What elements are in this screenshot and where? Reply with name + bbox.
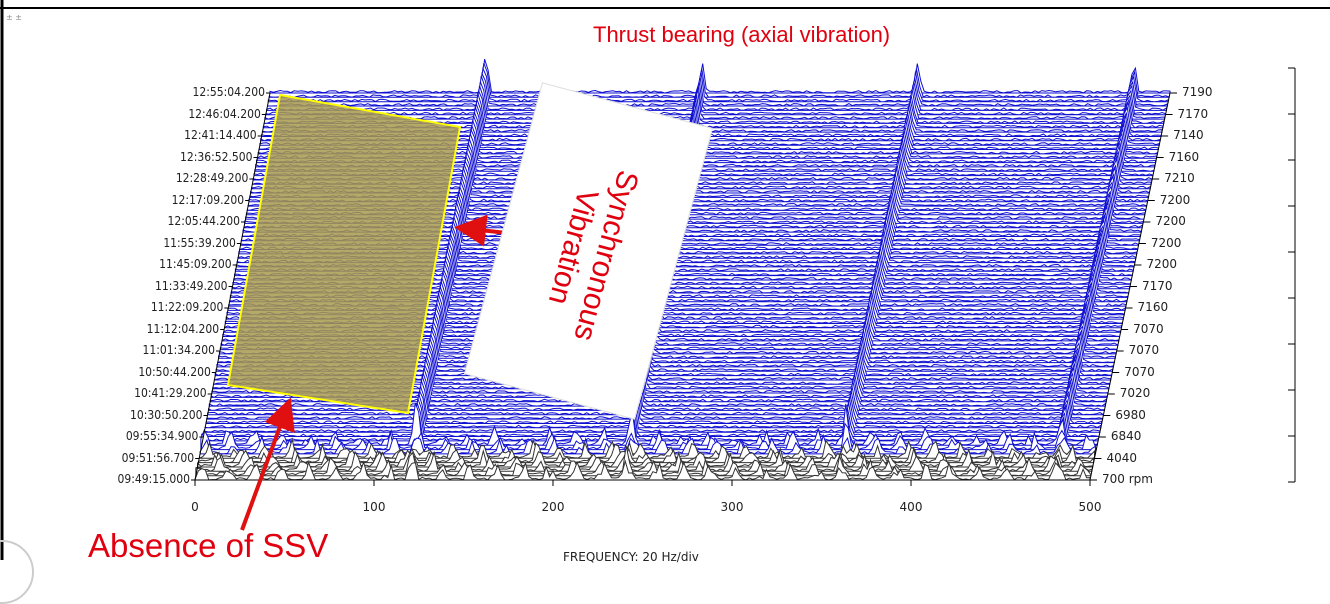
- rpm-label: 7210: [1164, 171, 1195, 185]
- timestamp-label: 11:45:09.200: [159, 257, 232, 271]
- spectrum-trace: [266, 75, 1167, 111]
- timestamp-label: 11:01:34.200: [142, 343, 215, 357]
- timestamp-label: 12:41:14.400: [184, 128, 257, 142]
- thrust-bearing-annotation: Thrust bearing (axial vibration): [593, 22, 891, 47]
- spectrum-trace: [204, 393, 1102, 429]
- spectrum-trace: [205, 389, 1103, 425]
- rpm-label: 7160: [1137, 300, 1169, 314]
- rpm-label: 7200: [1150, 235, 1182, 250]
- rpm-label: 6840: [1110, 429, 1142, 443]
- x-tick-label: 0: [191, 500, 199, 514]
- rpm-label: 7170: [1177, 106, 1209, 121]
- axes: [191, 67, 1296, 486]
- timestamp-label: 11:55:39.200: [163, 235, 236, 250]
- rpm-label: 700 rpm: [1102, 472, 1153, 486]
- rpm-label: 7200: [1155, 214, 1186, 228]
- waterfall-plot: [0, 0, 1330, 560]
- rpm-label: 7190: [1182, 85, 1213, 99]
- spectrum-trace: [269, 59, 1171, 94]
- absence-of-ssv-annotation: Absence of SSV: [88, 527, 329, 564]
- synchronous-vibration-text: Synchronous Vibration: [541, 166, 645, 345]
- spectrum-trace: [268, 63, 1170, 98]
- timestamp-label: 12:05:44.200: [167, 214, 240, 228]
- spectrum-trace: [265, 81, 1166, 116]
- timestamp-label: 11:33:49.200: [154, 278, 228, 293]
- x-tick-label: 300: [720, 500, 744, 514]
- timestamp-label: 12:36:52.500: [179, 149, 253, 164]
- rpm-label: 4040: [1106, 450, 1137, 465]
- highlight-layer: [226, 93, 462, 415]
- spectrum-trace: [194, 459, 1091, 481]
- timestamp-label: 09:55:34.900: [125, 429, 199, 443]
- rpm-label: 7200: [1146, 257, 1177, 271]
- ssv-arrow: [240, 397, 295, 531]
- spectrum-trace: [207, 380, 1104, 416]
- rpm-label: 7170: [1142, 278, 1173, 293]
- timestamp-label: 09:51:56.700: [121, 450, 195, 465]
- timestamp-label: 12:46:04.200: [188, 106, 261, 121]
- spectrum-trace: [206, 385, 1104, 420]
- rpm-label: 7020: [1119, 386, 1151, 400]
- rpm-label: 6980: [1115, 407, 1146, 422]
- rpm-label: 7160: [1168, 149, 1200, 164]
- rpm-label: 7070: [1133, 321, 1164, 336]
- x-tick-label: 400: [899, 500, 923, 514]
- timestamp-label: 12:17:09.200: [171, 192, 245, 207]
- no-ssv-highlight-region: [226, 93, 462, 415]
- timestamp-label: 10:50:44.200: [138, 364, 211, 379]
- x-tick-label: 100: [362, 500, 386, 514]
- spectrum-trace: [200, 422, 1097, 451]
- rpm-label: 7070: [1128, 343, 1160, 357]
- spectrum-trace: [267, 71, 1168, 107]
- timestamp-label: 10:41:29.200: [134, 386, 207, 400]
- rpm-label: 7200: [1159, 192, 1191, 207]
- spectrum-trace: [208, 376, 1105, 412]
- timestamp-label: 11:12:04.200: [146, 321, 220, 336]
- timestamp-label: 11:22:09.200: [150, 300, 224, 314]
- timestamp-label: 09:49:15.000: [117, 472, 190, 486]
- rpm-label: 7070: [1124, 364, 1155, 379]
- spectrum-trace: [203, 398, 1101, 433]
- rpm-label: 7140: [1173, 128, 1204, 142]
- timestamp-label: 12:28:49.200: [175, 171, 249, 185]
- x-tick-label: 200: [541, 500, 565, 514]
- timestamp-label: 10:30:50.200: [129, 407, 203, 422]
- spectrum-trace: [195, 445, 1092, 477]
- x-axis-label: FREQUENCY: 20 Hz/div: [563, 550, 699, 564]
- timestamp-label: 12:55:04.200: [192, 85, 265, 99]
- spectrum-trace: [267, 66, 1169, 103]
- x-tick-label: 500: [1078, 500, 1102, 514]
- scroll-marks[interactable]: ± ±: [6, 13, 22, 22]
- spectrum-trace: [202, 402, 1100, 438]
